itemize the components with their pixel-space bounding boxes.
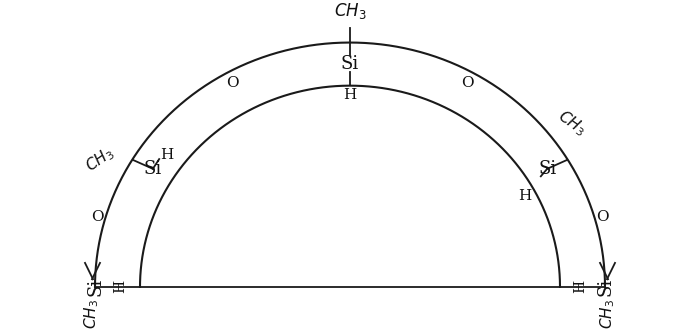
Text: O: O [226,76,238,90]
Text: $CH_3$: $CH_3$ [554,107,589,139]
Text: O: O [91,211,103,224]
Text: $CH_3$: $CH_3$ [82,143,117,176]
Text: Si: Si [596,278,614,296]
Text: H: H [343,88,356,102]
Text: H: H [113,279,127,292]
Text: H: H [160,148,173,162]
Text: $CH_3$: $CH_3$ [598,299,617,329]
Text: H: H [519,189,532,203]
Text: Si: Si [538,160,556,178]
Text: O: O [461,76,474,90]
Text: Si: Si [144,160,162,178]
Text: Si: Si [86,278,104,296]
Text: $CH_3$: $CH_3$ [82,299,101,329]
Text: O: O [596,211,609,224]
Text: $CH_3$: $CH_3$ [333,1,366,21]
Text: Si: Si [341,55,359,73]
Text: H: H [573,279,587,292]
